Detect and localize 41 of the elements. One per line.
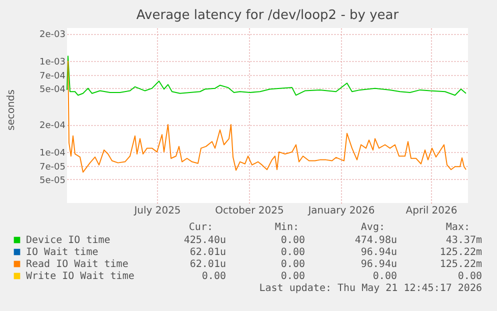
text: 0.00 bbox=[280, 235, 305, 246]
text: 62.01u bbox=[190, 247, 226, 258]
text: 125.22m bbox=[440, 247, 482, 258]
line-series bbox=[66, 56, 466, 96]
x-tick-label: July 2025 bbox=[133, 206, 181, 216]
y-tick-label: 1e-03 bbox=[40, 57, 66, 68]
text: Avg: bbox=[360, 222, 385, 233]
y-tick-label: 7e-05 bbox=[40, 162, 66, 173]
x-tick-label: October 2025 bbox=[215, 206, 284, 216]
text: 474.98u bbox=[354, 235, 397, 246]
text: 125.22m bbox=[440, 259, 482, 270]
text: 0.00 bbox=[372, 271, 397, 282]
text: 0.00 bbox=[202, 271, 226, 282]
text: Last update: Thu May 21 12:45:17 2026 bbox=[259, 283, 482, 294]
y-tick-label: 7e-04 bbox=[40, 72, 66, 82]
text: Max: bbox=[446, 222, 470, 233]
legend-label: IO Wait time bbox=[26, 247, 98, 258]
text: 62.01u bbox=[190, 259, 226, 270]
line-series bbox=[68, 60, 466, 173]
text: Cur: bbox=[188, 222, 213, 233]
y-tick-label: 5e-05 bbox=[40, 176, 66, 186]
text: 0.00 bbox=[458, 271, 482, 282]
y-tick-label: 1e-04 bbox=[40, 148, 66, 158]
x-tick-label: April 2026 bbox=[406, 206, 458, 216]
legend-label: Write IO Wait time bbox=[26, 271, 134, 282]
legend-label: Device IO time bbox=[26, 235, 110, 246]
y-tick-label: 5e-04 bbox=[40, 84, 66, 95]
legend-label: Read IO Wait time bbox=[26, 259, 128, 270]
y-axis-title: seconds bbox=[6, 90, 17, 130]
y-tick-label: 2e-03 bbox=[40, 30, 66, 40]
chart-title: Average latency for /dev/loop2 - by year bbox=[136, 8, 400, 23]
text: 425.40u bbox=[184, 235, 226, 246]
y-tick-label: 2e-04 bbox=[40, 121, 66, 132]
text: 0.00 bbox=[280, 247, 305, 258]
text: Min: bbox=[274, 222, 299, 233]
text: 43.37m bbox=[446, 235, 482, 246]
text: 96.94u bbox=[360, 259, 397, 270]
text: 96.94u bbox=[360, 247, 397, 258]
text: 0.00 bbox=[280, 271, 305, 282]
text: 0.00 bbox=[280, 259, 305, 270]
x-tick-label: January 2026 bbox=[307, 206, 375, 216]
